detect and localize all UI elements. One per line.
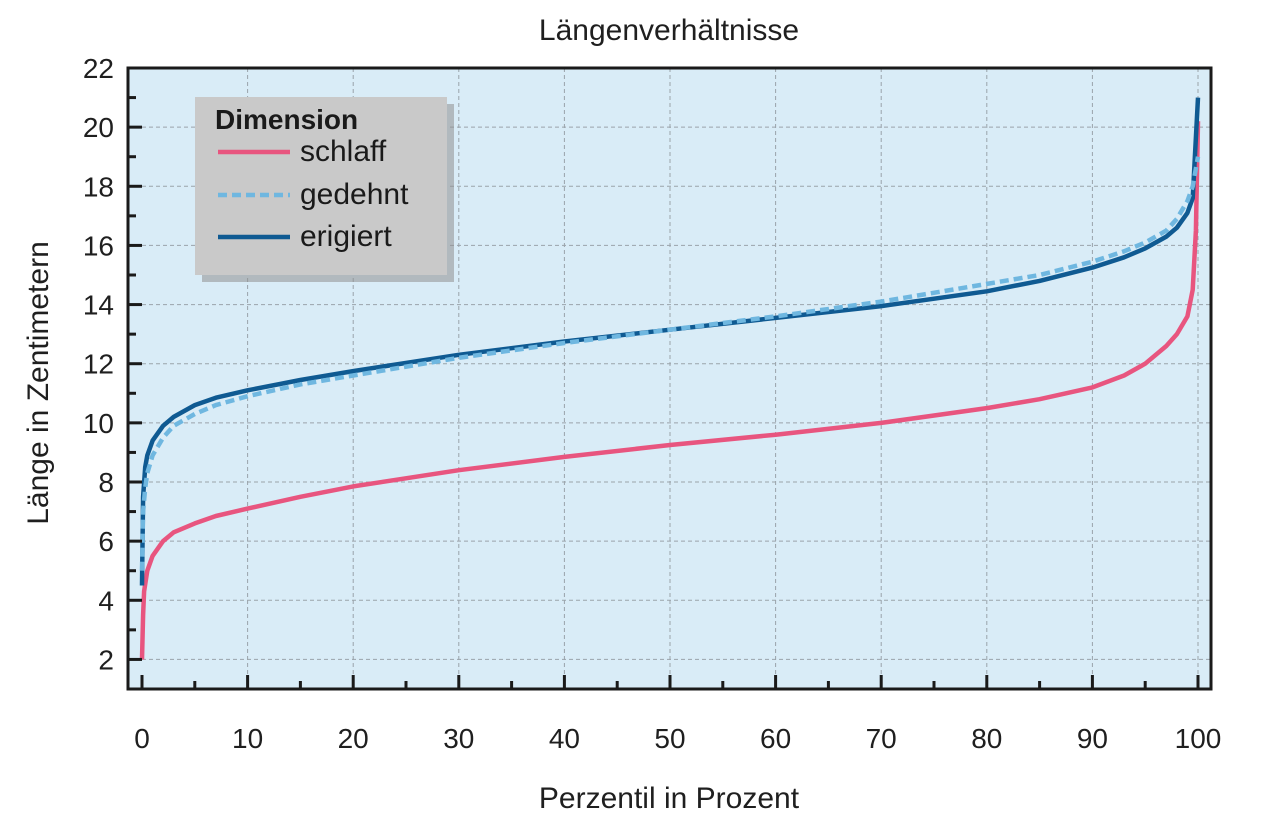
x-tick-label: 40 — [549, 723, 580, 754]
y-tick-label: 2 — [98, 644, 114, 675]
series-layer — [139, 97, 1201, 660]
legend-box — [195, 97, 447, 275]
y-tick-label: 8 — [98, 467, 114, 498]
x-tick-label: 60 — [760, 723, 791, 754]
x-tick-label: 50 — [654, 723, 685, 754]
x-tick-label: 30 — [443, 723, 474, 754]
y-tick-label: 10 — [83, 408, 114, 439]
legend-label-gedehnt: gedehnt — [300, 178, 409, 211]
y-axis-label: Länge in Zentimetern — [22, 241, 55, 525]
axis-ticks — [128, 66, 1200, 689]
tick-labels: 0 10 20 30 40 50 60 70 80 90 100 2 4 6 8 10 12 14 16 18 20 22 — [83, 53, 1222, 754]
y-tick-label: 20 — [83, 112, 114, 143]
x-tick-label: 70 — [866, 723, 897, 754]
chart-title: Längenverhältnisse — [539, 14, 799, 47]
series-line-gedehnt — [139, 156, 1201, 571]
x-tick-label: 90 — [1077, 723, 1108, 754]
y-tick-label: 18 — [83, 171, 114, 202]
y-tick-label: 14 — [83, 290, 114, 321]
x-tick-label: 0 — [134, 723, 150, 754]
legend-items: schlaff gedehnt erigiert — [218, 135, 409, 253]
y-tick-label: 6 — [98, 526, 114, 557]
x-tick-label: 20 — [338, 723, 369, 754]
series-line-schlaff — [139, 121, 1201, 660]
y-tick-label: 16 — [83, 230, 114, 261]
legend-label-erigiert: erigiert — [300, 220, 392, 253]
y-tick-label: 4 — [98, 585, 114, 616]
x-tick-label: 80 — [971, 723, 1002, 754]
legend-title: Dimension — [215, 104, 358, 135]
y-tick-label: 12 — [83, 349, 114, 380]
legend: Dimension schlaff gedehnt erigiert — [195, 97, 454, 282]
x-tick-label: 10 — [232, 723, 263, 754]
x-axis-label: Perzentil in Prozent — [539, 782, 800, 815]
legend-label-schlaff: schlaff — [300, 135, 387, 168]
y-tick-label: 22 — [83, 53, 114, 84]
x-tick-label: 100 — [1175, 723, 1222, 754]
